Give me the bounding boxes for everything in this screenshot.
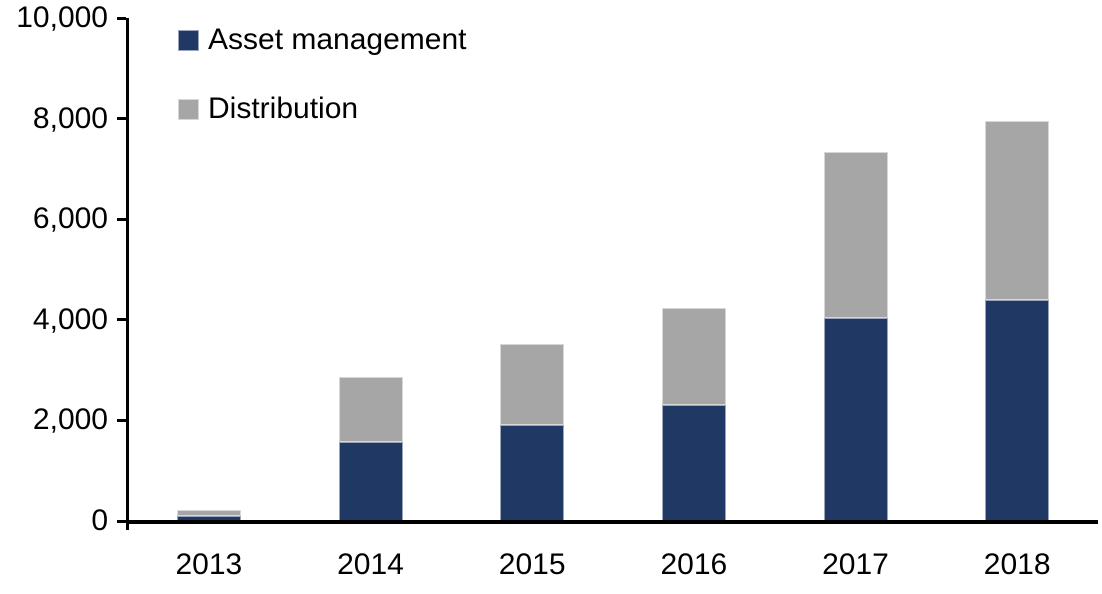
x-tick-label: 2013	[175, 548, 243, 581]
bar-segment-distribution-2017	[823, 151, 888, 318]
y-tick	[117, 318, 126, 322]
legend-item-distribution: Distribution	[178, 92, 359, 125]
y-tick-label: 6,000	[32, 202, 108, 236]
y-tick-label: 8,000	[32, 101, 108, 135]
legend-label-asset-management: Asset management	[208, 23, 467, 56]
y-tick-label: 10,000	[16, 1, 108, 34]
bar-segment-distribution-2013	[176, 509, 241, 516]
bar-segment-distribution-2014	[338, 376, 403, 442]
bar-segment-distribution-2018	[985, 120, 1050, 300]
bar-segment-asset-management-2018	[985, 299, 1050, 521]
y-tick-label: 2,000	[32, 403, 108, 437]
x-tick-label: 2017	[822, 548, 889, 581]
x-tick-label: 2015	[498, 548, 566, 581]
y-tick	[117, 519, 126, 523]
legend-swatch-asset-management-icon	[178, 29, 199, 51]
y-tick	[117, 16, 126, 20]
x-tick-label: 2018	[983, 548, 1051, 581]
bar-segment-distribution-2016	[661, 307, 726, 405]
x-tick-label: 2016	[660, 548, 728, 581]
y-tick	[117, 418, 126, 422]
x-axis-line	[126, 520, 1098, 524]
y-tick	[117, 117, 126, 121]
bar-segment-asset-management-2014	[338, 441, 403, 521]
legend-label-distribution: Distribution	[208, 92, 359, 125]
bar-segment-asset-management-2016	[661, 404, 726, 521]
y-tick	[117, 217, 126, 221]
bar-segment-asset-management-2013	[176, 515, 241, 521]
legend-item-asset-management: Asset management	[178, 23, 467, 56]
bar-segment-asset-management-2015	[500, 425, 565, 521]
x-tick-label: 2014	[337, 548, 404, 581]
bar-segment-distribution-2015	[500, 344, 565, 426]
y-axis-line	[126, 18, 129, 530]
y-tick-label: 0	[91, 504, 108, 537]
legend-swatch-distribution-icon	[178, 98, 199, 120]
bar-segment-asset-management-2017	[823, 317, 888, 521]
y-tick-label: 4,000	[32, 302, 108, 336]
